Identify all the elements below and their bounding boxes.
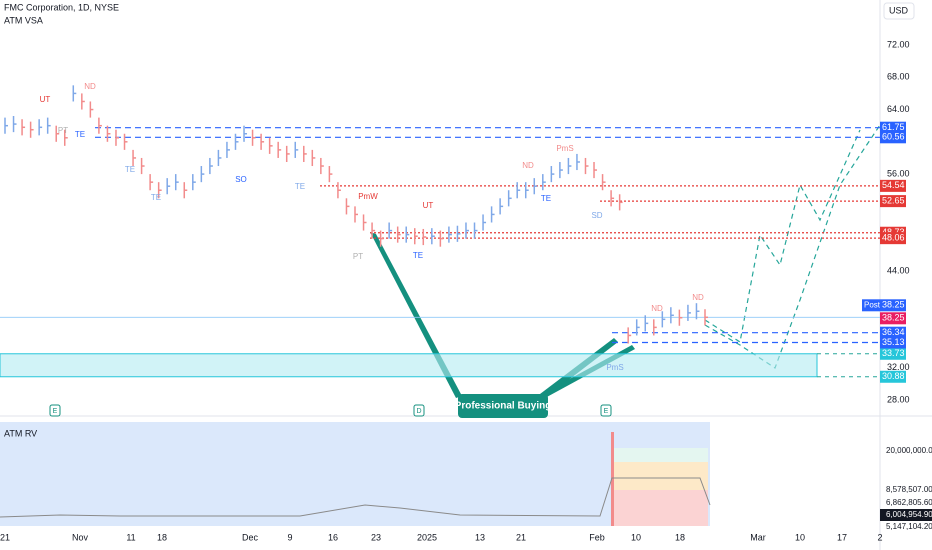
level-label: 30.88 [882,371,905,381]
projection-line [704,129,861,343]
date-label: 11 [126,532,135,542]
volume-spike [611,432,614,526]
level-tag [880,370,906,383]
date-label: 21 [516,532,526,542]
level-label: 54.54 [882,180,905,190]
level-tag [880,312,906,325]
volume-label: 20,000,000.00 [886,446,932,455]
signal-label: TE [541,194,551,203]
signal-label: PmS [606,363,623,372]
price-tick-label: 28.00 [887,394,910,404]
level-label: 60.56 [882,132,905,142]
price-tick-label: 56.00 [887,168,910,178]
post-tag [862,299,880,312]
signal-label: TE [125,165,135,174]
date-label: 10 [795,532,805,542]
level-label: 33.73 [882,348,905,358]
event-label: D [416,408,421,415]
signal-label: PT [58,126,68,135]
event-label: E [53,408,58,415]
date-label: 10 [631,532,641,542]
price-tick-label: 44.00 [887,265,910,275]
date-label: 21 [0,532,10,542]
price-tick-label: 64.00 [887,104,910,114]
date-label: Dec [242,532,259,542]
level-label: 48.06 [882,233,905,243]
level-tag [880,121,906,134]
signal-label: TE [413,251,423,260]
date-label: 18 [675,532,685,542]
date-label: 13 [475,532,485,542]
indicator: ATM VSA [4,15,43,25]
signal-label: TE [151,193,161,202]
event-marker [49,404,61,417]
signal-label: ND [692,293,704,302]
level-label: 61.75 [882,122,905,132]
volume-tag [880,509,932,521]
event-marker [600,404,612,417]
volume-pane-bg [0,422,710,526]
level-tag [880,179,906,192]
price-tick-label: 68.00 [887,72,910,82]
volume-label: 5,147,104.20 [886,522,932,531]
volume-label: 6,004,954.90 [886,510,932,519]
level-label: 48.73 [882,227,905,237]
support-zone [0,353,818,378]
level-label: 35.13 [882,337,905,347]
annotation: Professional Buying [455,401,552,412]
post-tag-label: Post [864,300,881,309]
date-label: 18 [157,532,167,542]
level-label: 52.65 [882,195,905,205]
date-label: Mar [750,532,766,542]
symbol: FMC Corporation, 1D, NYSE [4,2,119,12]
signal-label: ND [651,304,663,313]
level-label: 38.25 [882,300,905,310]
volume-average [0,477,711,518]
price-tick-label: 72.00 [887,39,910,49]
price-tick-label: 32.00 [887,362,910,372]
level-tag [880,326,906,339]
date-label: 17 [837,532,847,542]
signal-label: UT [423,201,434,210]
projection [704,124,881,369]
level-tag [880,131,906,144]
date-label: 2025 [417,532,437,542]
level-tag [880,336,906,349]
signal-label: SD [591,211,602,220]
volume-zone [612,490,708,526]
date-label: 23 [371,532,381,542]
annotation-box [458,394,548,418]
level-tag [880,232,906,245]
date-label: 9 [287,532,292,542]
signal-label: ND [84,82,96,91]
signal-label: ND [522,161,534,170]
date-label: Feb [589,532,605,542]
signal-label: UT [40,95,51,104]
date-label: 16 [328,532,338,542]
signal-label: TE [75,130,85,139]
signal-label: PmW [358,192,378,201]
signal-label: SO [235,175,247,184]
level-tag [880,299,906,312]
level-label: 38.25 [882,313,905,323]
date-label: Nov [72,532,89,542]
volume-label: 6,862,805.60 [886,498,932,507]
signal-label: PT [353,252,363,261]
date-label: 2 [877,532,882,542]
event-label: E [604,408,609,415]
event-marker [413,404,425,417]
level-tag [880,347,906,360]
signal-label: TE [295,182,305,191]
level-tag [880,195,906,208]
projection-line [704,124,881,369]
currency[interactable]: USD [889,5,909,15]
volume-title: ATM RV [4,428,37,438]
volume-label: 8,578,507.00 [886,485,932,494]
level-label: 36.34 [882,327,905,337]
currency-button[interactable] [883,2,915,20]
signal-label: PmS [556,144,573,153]
